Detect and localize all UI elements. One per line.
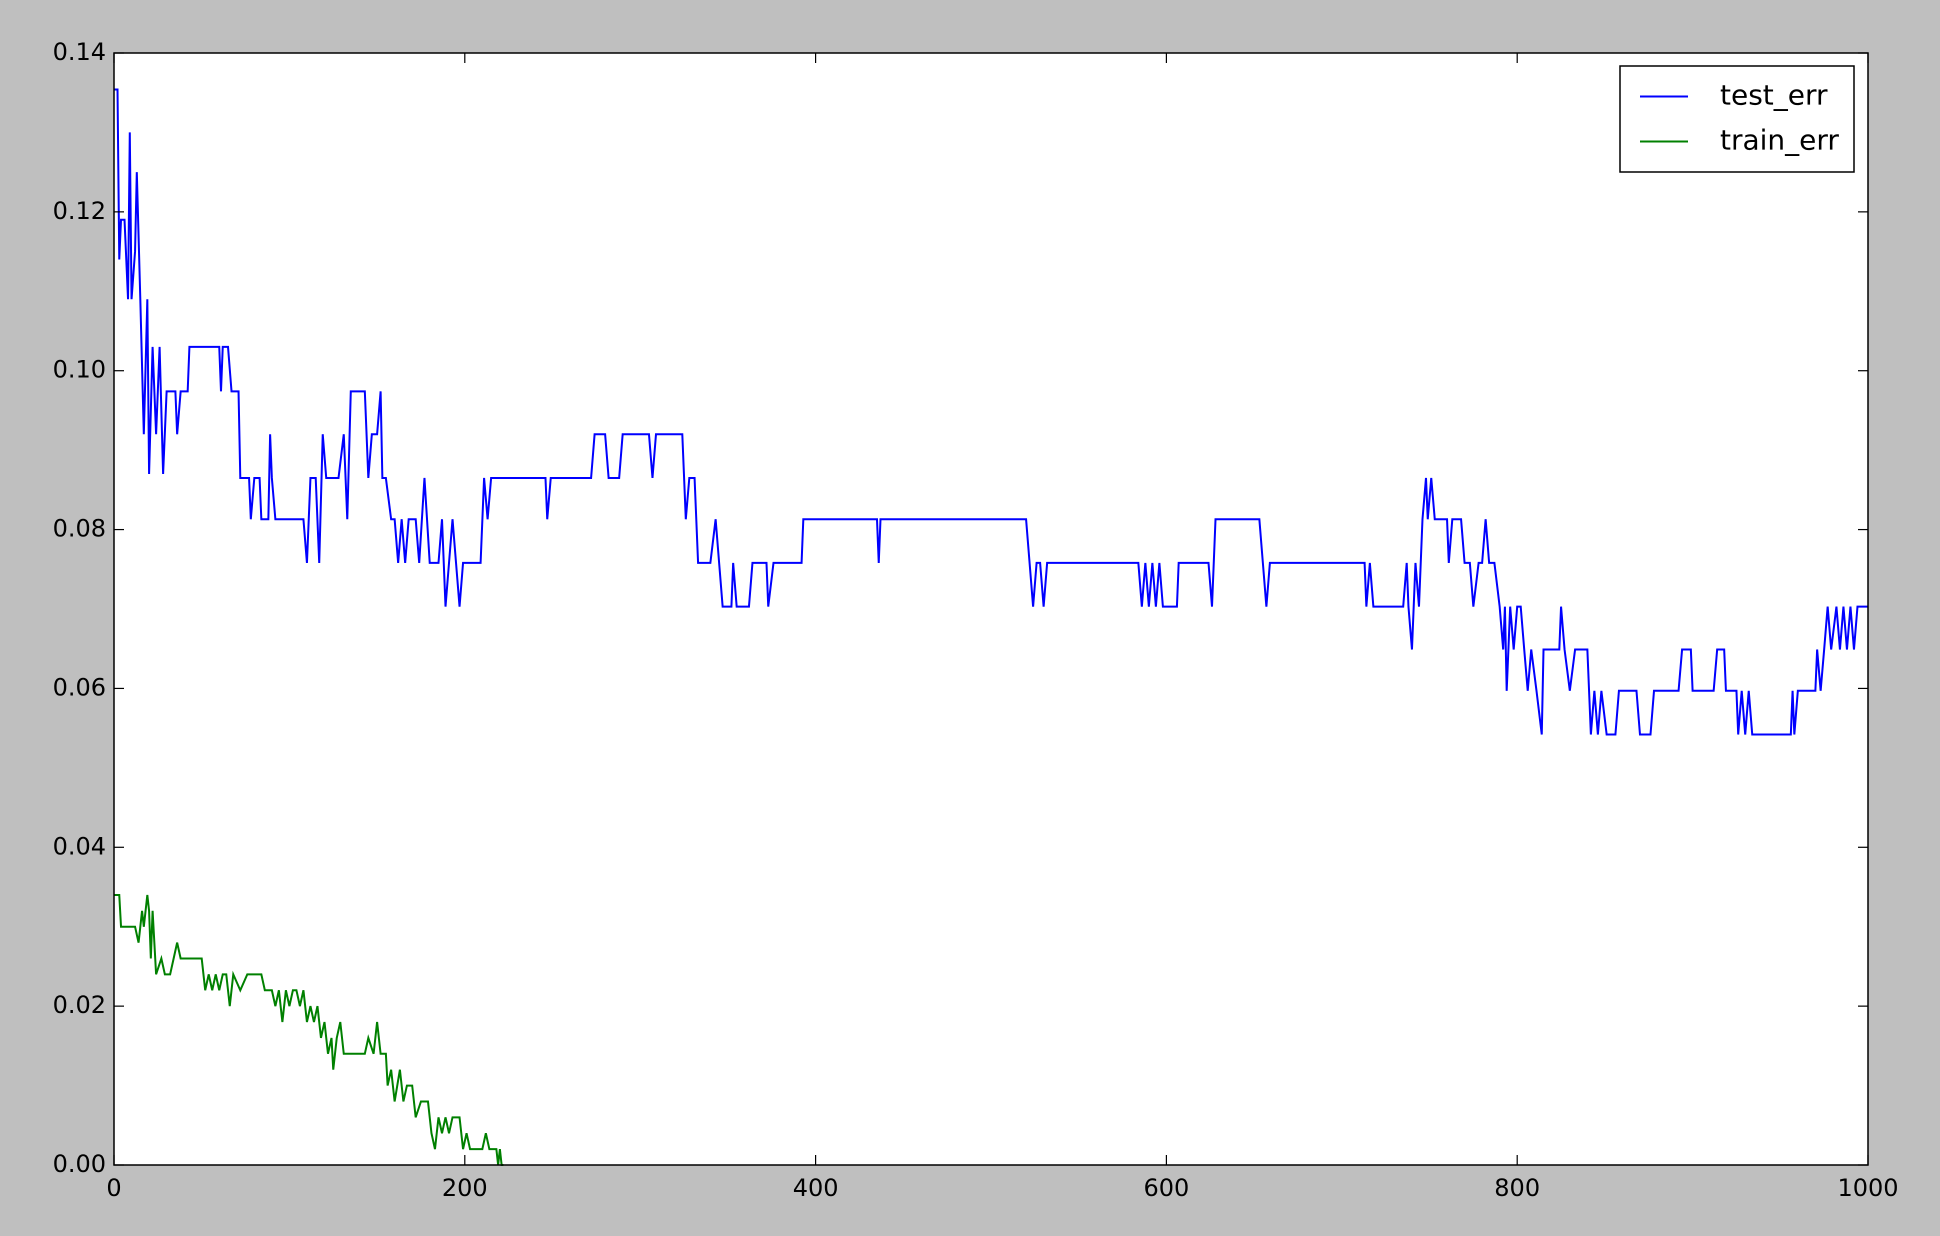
x-tick-label: 200 [442,1174,488,1202]
x-tick-label: 400 [793,1174,839,1202]
y-tick-label: 0.06 [53,673,106,701]
series-line [114,893,504,1166]
y-tick-label: 0.04 [53,832,106,860]
x-tick-label: 800 [1494,1174,1540,1202]
y-tick-label: 0.00 [53,1150,106,1178]
x-tick-label: 600 [1143,1174,1189,1202]
y-tick-label: 0.10 [53,356,106,384]
x-tick-label: 0 [106,1174,121,1202]
axes-frame [113,52,1869,1166]
legend-label: train_err [1720,124,1839,157]
series-line [114,88,1868,736]
y-tick-label: 0.14 [53,38,106,66]
x-tick-label: 1000 [1837,1174,1898,1202]
legend-label: test_err [1720,79,1828,112]
y-tick-label: 0.12 [53,197,106,225]
y-tick-label: 0.08 [53,515,106,543]
legend-frame [1619,65,1855,173]
y-tick-label: 0.02 [53,991,106,1019]
plot-area [114,53,1868,1165]
